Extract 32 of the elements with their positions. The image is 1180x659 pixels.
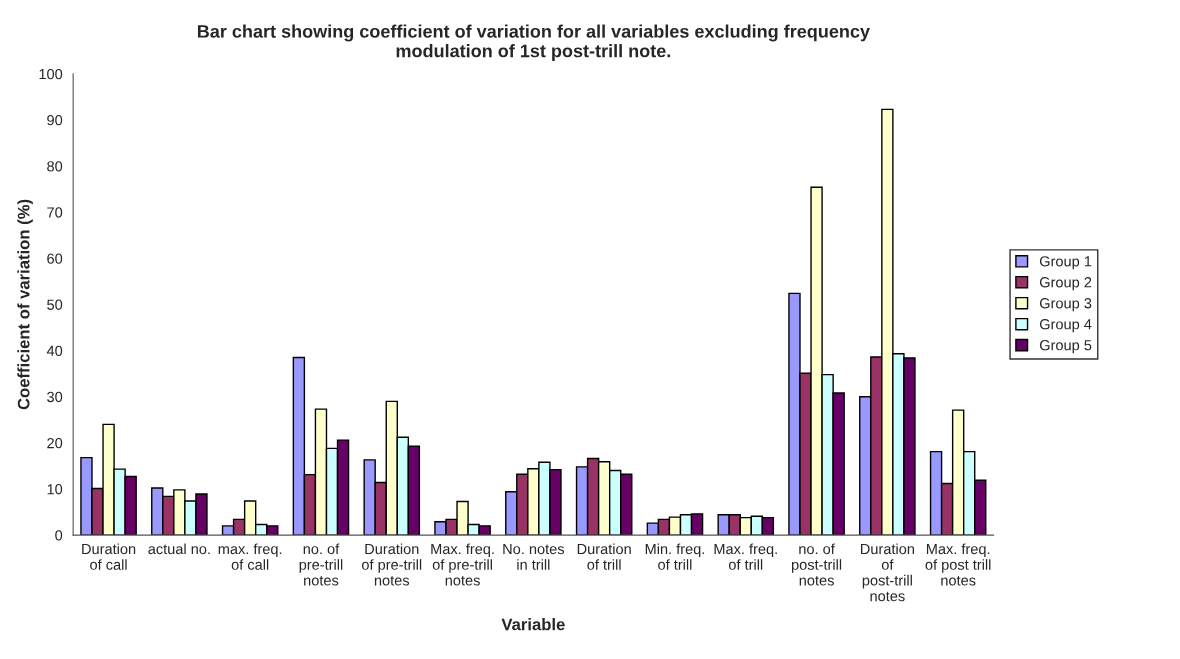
y-tick-label: 50	[47, 299, 63, 310]
legend-label: Group 1	[1039, 256, 1092, 270]
legend-label: Group 4	[1039, 319, 1092, 333]
y-tick-label: 10	[47, 484, 63, 495]
x-tick-label: Max. freq. of trill	[714, 543, 777, 570]
x-tick-label: Duration of pre-trill notes	[361, 543, 422, 586]
chart-title: Bar chart showing coefficient of variation for all variables excluding frequency modulation of 1st post-trill note.	[197, 24, 870, 61]
legend-label: Group 2	[1039, 277, 1092, 291]
legend-label: Group 5	[1039, 340, 1092, 354]
y-tick-label: 40	[46, 345, 63, 357]
x-tick-label: no. of post-trill notes	[791, 543, 842, 586]
y-tick-label: 80	[47, 161, 63, 172]
x-tick-label: No. notes in trill	[503, 543, 565, 570]
x-tick-label: actual no.	[148, 543, 210, 555]
x-tick-label: Max. freq. of post trill notes	[925, 543, 991, 586]
y-tick-label: 0	[55, 530, 63, 541]
x-tick-label: Max. freq. of pre-trill notes	[431, 543, 494, 586]
y-tick-label: 90	[47, 115, 63, 126]
x-tick-label: Min. freq. of trill	[645, 543, 705, 570]
y-tick-label: 20	[47, 437, 63, 449]
x-axis-title: Variable	[501, 618, 565, 631]
x-tick-label: Duration of trill	[577, 543, 631, 570]
x-tick-label: Duration of post-trill notes	[861, 543, 914, 602]
y-axis-title: Coefficient of variation (%)	[17, 199, 33, 410]
y-tick-label: 100	[39, 68, 63, 80]
y-tick-label: 60	[47, 253, 63, 264]
x-tick-label: no. of pre-trill notes	[299, 543, 343, 586]
legend-label: Group 3	[1039, 298, 1092, 312]
x-tick-label: Duration of call	[82, 543, 136, 570]
y-tick-label: 70	[47, 207, 63, 218]
x-tick-label: max. freq. of call	[218, 543, 282, 570]
y-tick-label: 30	[47, 391, 63, 403]
